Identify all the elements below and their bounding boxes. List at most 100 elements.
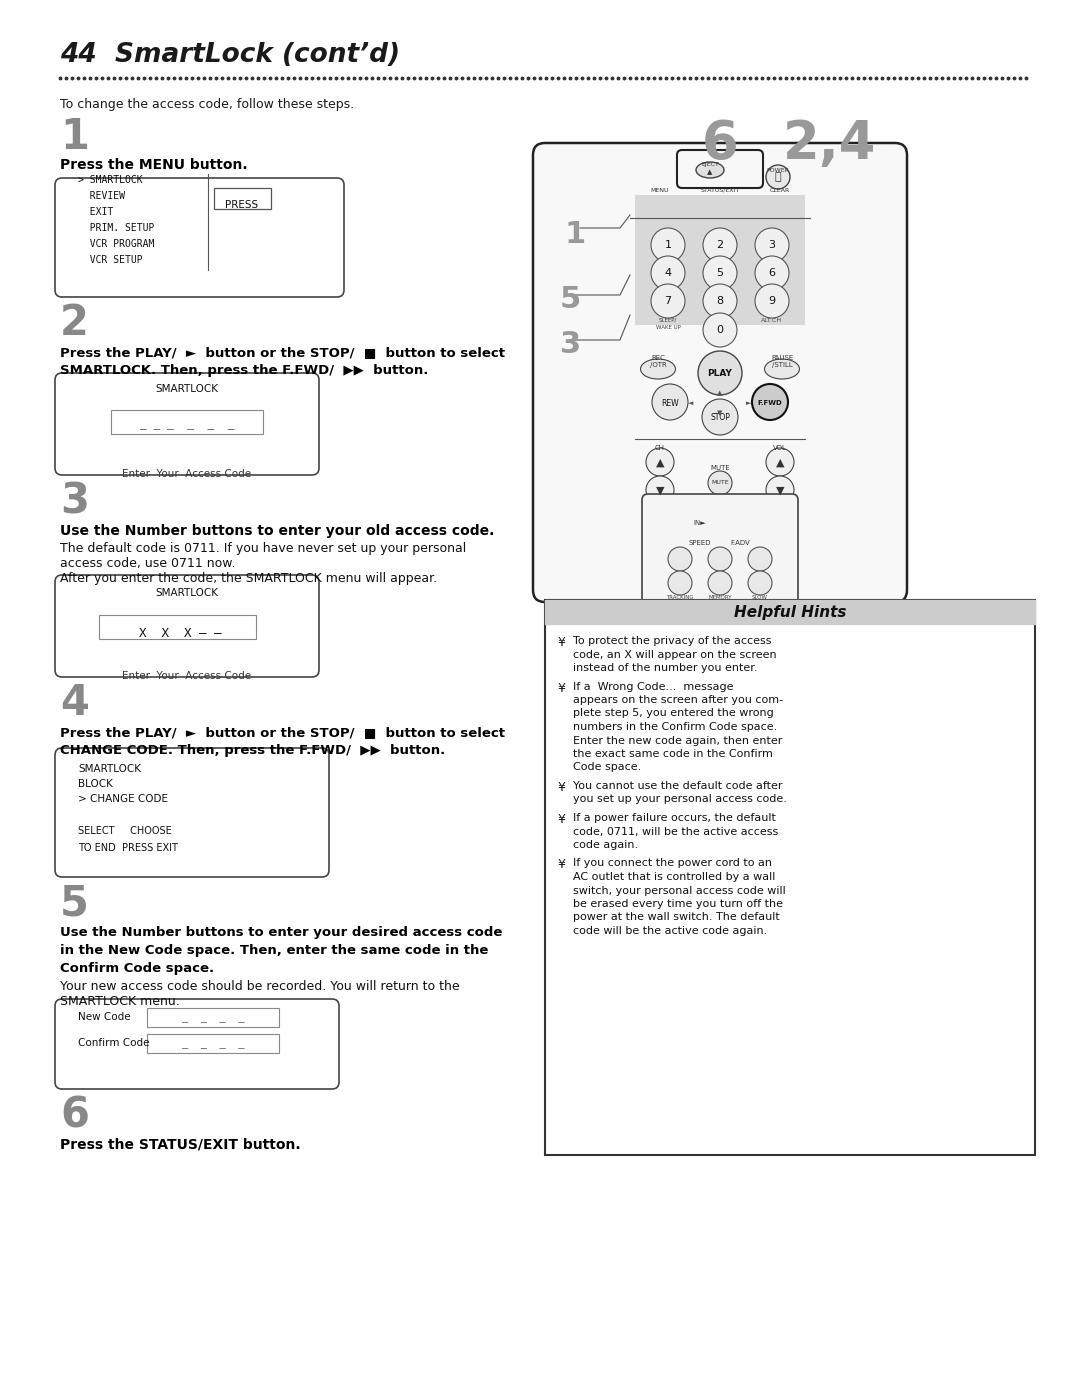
Text: BLOCK: BLOCK bbox=[78, 780, 113, 789]
Text: POWER: POWER bbox=[767, 168, 789, 173]
Text: 1: 1 bbox=[664, 240, 672, 250]
Text: MUTE: MUTE bbox=[712, 481, 729, 486]
Circle shape bbox=[652, 384, 688, 420]
FancyBboxPatch shape bbox=[99, 615, 256, 638]
Text: ▲: ▲ bbox=[775, 458, 784, 468]
Text: SMARTLOCK: SMARTLOCK bbox=[156, 384, 218, 394]
FancyBboxPatch shape bbox=[55, 373, 319, 475]
Text: > SMARTLOCK: > SMARTLOCK bbox=[78, 175, 143, 184]
Circle shape bbox=[698, 351, 742, 395]
Text: ▼: ▼ bbox=[656, 486, 664, 496]
Circle shape bbox=[748, 548, 772, 571]
Circle shape bbox=[703, 256, 737, 291]
Text: code, 0711, will be the active access: code, 0711, will be the active access bbox=[573, 827, 779, 837]
Circle shape bbox=[651, 228, 685, 263]
Text: ¥: ¥ bbox=[557, 636, 565, 650]
Circle shape bbox=[766, 476, 794, 504]
Circle shape bbox=[755, 284, 789, 319]
Text: switch, your personal access code will: switch, your personal access code will bbox=[573, 886, 786, 895]
Text: TRACKING: TRACKING bbox=[666, 595, 693, 599]
Ellipse shape bbox=[696, 162, 724, 177]
Text: 1: 1 bbox=[60, 116, 89, 158]
FancyBboxPatch shape bbox=[55, 177, 345, 298]
Text: 5: 5 bbox=[60, 882, 89, 923]
Circle shape bbox=[755, 228, 789, 263]
Text: appears on the screen after you com-: appears on the screen after you com- bbox=[573, 694, 783, 705]
Circle shape bbox=[748, 571, 772, 595]
Text: SLEEP/: SLEEP/ bbox=[659, 319, 677, 323]
Text: If you connect the power cord to an: If you connect the power cord to an bbox=[573, 859, 772, 869]
Text: code will be the active code again.: code will be the active code again. bbox=[573, 926, 767, 936]
FancyBboxPatch shape bbox=[147, 1034, 279, 1053]
Text: SELECT     CHOOSE: SELECT CHOOSE bbox=[78, 826, 172, 835]
Text: 3: 3 bbox=[60, 481, 89, 522]
Text: ►: ► bbox=[746, 400, 752, 407]
Text: SPEED: SPEED bbox=[689, 541, 712, 546]
Text: be erased every time you turn off the: be erased every time you turn off the bbox=[573, 900, 783, 909]
Text: PRESS: PRESS bbox=[226, 200, 258, 210]
Text: SMARTLOCK: SMARTLOCK bbox=[156, 588, 218, 598]
Text: 9: 9 bbox=[769, 296, 775, 306]
Text: EXIT: EXIT bbox=[78, 207, 113, 217]
Text: After you enter the code, the SMARTLOCK menu will appear.: After you enter the code, the SMARTLOCK … bbox=[60, 571, 437, 585]
Text: The default code is 0711. If you have never set up your personal: The default code is 0711. If you have ne… bbox=[60, 542, 467, 555]
Text: 6: 6 bbox=[702, 117, 739, 170]
Circle shape bbox=[703, 284, 737, 319]
Bar bbox=[635, 196, 805, 326]
Text: the exact same code in the Confirm: the exact same code in the Confirm bbox=[573, 749, 773, 759]
Circle shape bbox=[766, 448, 794, 476]
Text: 0: 0 bbox=[716, 326, 724, 335]
Text: STATUS/EXIT: STATUS/EXIT bbox=[700, 189, 740, 193]
Ellipse shape bbox=[638, 198, 681, 217]
Text: ◄: ◄ bbox=[688, 400, 693, 407]
Circle shape bbox=[703, 228, 737, 263]
Circle shape bbox=[755, 256, 789, 291]
Text: PRIM. SETUP: PRIM. SETUP bbox=[78, 224, 154, 233]
Text: ¥: ¥ bbox=[557, 813, 565, 826]
Text: F.FWD: F.FWD bbox=[758, 400, 782, 407]
Ellipse shape bbox=[758, 198, 802, 217]
Text: 7: 7 bbox=[664, 296, 672, 306]
Text: CLEAR: CLEAR bbox=[770, 189, 791, 193]
Ellipse shape bbox=[765, 359, 799, 379]
Text: MUTE: MUTE bbox=[711, 465, 730, 471]
Text: To protect the privacy of the access: To protect the privacy of the access bbox=[573, 636, 771, 645]
Text: STOP: STOP bbox=[710, 414, 730, 422]
Text: 4: 4 bbox=[664, 268, 672, 278]
FancyBboxPatch shape bbox=[147, 1009, 279, 1027]
Text: > CHANGE CODE: > CHANGE CODE bbox=[78, 793, 168, 805]
Text: 2,4: 2,4 bbox=[783, 117, 877, 170]
Text: PAUSE
/STILL: PAUSE /STILL bbox=[771, 355, 793, 367]
Text: ▲: ▲ bbox=[717, 390, 723, 395]
Text: Code space.: Code space. bbox=[573, 763, 642, 773]
FancyBboxPatch shape bbox=[55, 576, 319, 678]
Text: access code, use 0711 now.: access code, use 0711 now. bbox=[60, 557, 235, 570]
Text: Confirm Code: Confirm Code bbox=[78, 1038, 149, 1048]
Text: you set up your personal access code.: you set up your personal access code. bbox=[573, 795, 787, 805]
Text: ¥: ¥ bbox=[557, 859, 565, 872]
Text: Press the PLAY/  ►  button or the STOP/  ■  button to select: Press the PLAY/ ► button or the STOP/ ■ … bbox=[60, 346, 505, 359]
Circle shape bbox=[651, 284, 685, 319]
Circle shape bbox=[669, 548, 692, 571]
Text: If a  Wrong Code...  message: If a Wrong Code... message bbox=[573, 682, 733, 692]
Text: MEMORY: MEMORY bbox=[708, 595, 732, 599]
Text: plete step 5, you entered the wrong: plete step 5, you entered the wrong bbox=[573, 708, 773, 718]
Ellipse shape bbox=[640, 359, 675, 379]
Text: ¥: ¥ bbox=[557, 781, 565, 793]
Text: code, an X will appear on the screen: code, an X will appear on the screen bbox=[573, 650, 777, 659]
Text: in the New Code space. Then, enter the same code in the: in the New Code space. Then, enter the s… bbox=[60, 944, 488, 957]
Text: 2: 2 bbox=[60, 302, 89, 344]
Text: 1: 1 bbox=[565, 219, 586, 249]
Text: MENU: MENU bbox=[651, 189, 670, 193]
Text: code again.: code again. bbox=[573, 840, 638, 849]
Text: Confirm Code space.: Confirm Code space. bbox=[60, 963, 214, 975]
Circle shape bbox=[651, 256, 685, 291]
Text: X  X  X — —: X X X — — bbox=[138, 627, 221, 640]
Text: — — —  —  —  —: — — — — — — bbox=[139, 425, 234, 434]
Circle shape bbox=[766, 165, 789, 189]
Text: ¥: ¥ bbox=[557, 682, 565, 694]
Text: Press the PLAY/  ►  button or the STOP/  ■  button to select: Press the PLAY/ ► button or the STOP/ ■ … bbox=[60, 726, 505, 739]
Text: —  —  —  —: — — — — bbox=[181, 1044, 244, 1053]
Text: ⏻: ⏻ bbox=[774, 172, 781, 182]
Text: REW: REW bbox=[661, 398, 679, 408]
